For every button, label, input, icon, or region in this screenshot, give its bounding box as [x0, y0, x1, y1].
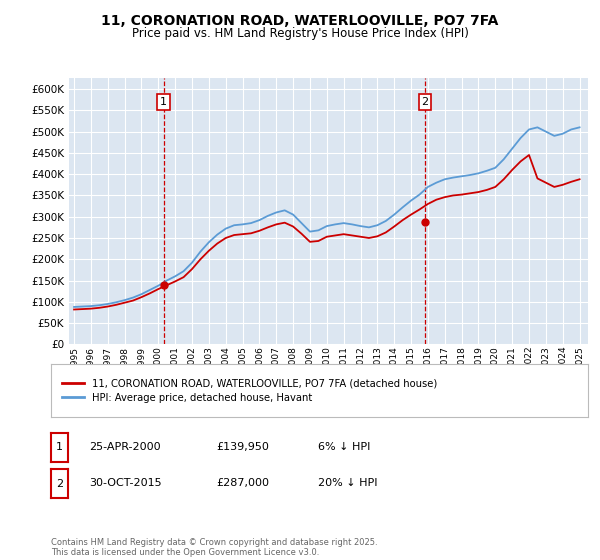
- Text: 30-OCT-2015: 30-OCT-2015: [89, 478, 161, 488]
- Text: 1: 1: [160, 97, 167, 107]
- Text: 1: 1: [56, 442, 63, 452]
- Text: 11, CORONATION ROAD, WATERLOOVILLE, PO7 7FA: 11, CORONATION ROAD, WATERLOOVILLE, PO7 …: [101, 14, 499, 28]
- Text: 20% ↓ HPI: 20% ↓ HPI: [318, 478, 377, 488]
- Text: Price paid vs. HM Land Registry's House Price Index (HPI): Price paid vs. HM Land Registry's House …: [131, 27, 469, 40]
- Text: 2: 2: [56, 479, 63, 489]
- Text: 2: 2: [421, 97, 428, 107]
- Legend: 11, CORONATION ROAD, WATERLOOVILLE, PO7 7FA (detached house), HPI: Average price: 11, CORONATION ROAD, WATERLOOVILLE, PO7 …: [59, 376, 440, 405]
- Text: £287,000: £287,000: [216, 478, 269, 488]
- Text: 25-APR-2000: 25-APR-2000: [89, 442, 160, 452]
- Text: Contains HM Land Registry data © Crown copyright and database right 2025.
This d: Contains HM Land Registry data © Crown c…: [51, 538, 377, 557]
- Text: 6% ↓ HPI: 6% ↓ HPI: [318, 442, 370, 452]
- Text: £139,950: £139,950: [216, 442, 269, 452]
